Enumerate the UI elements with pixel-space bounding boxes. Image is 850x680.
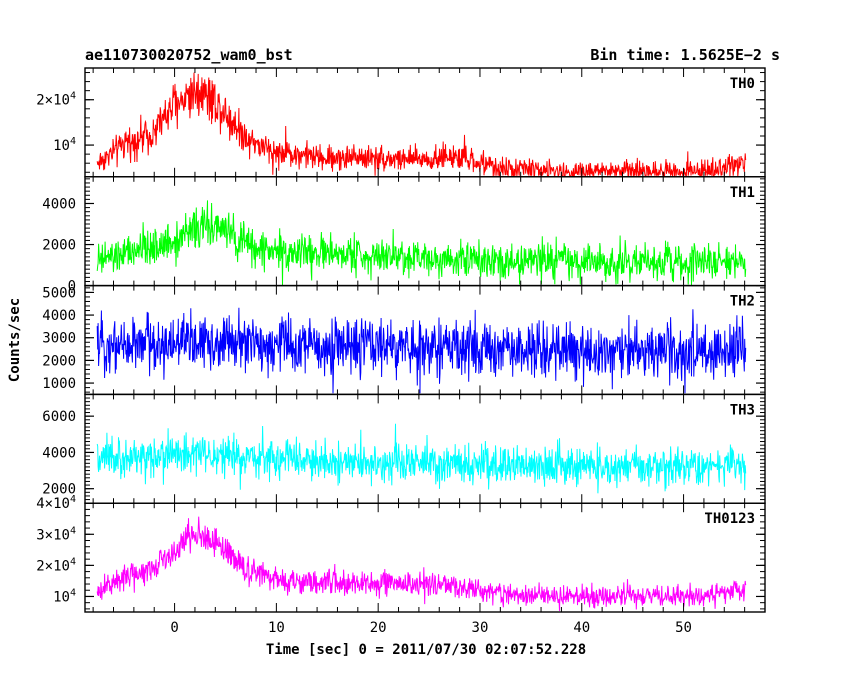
y-tick-label: 4000: [42, 196, 76, 212]
y-tick-label: 4×104: [36, 494, 76, 512]
y-tick-label: 3000: [42, 331, 76, 347]
y-tick-label: 4000: [42, 445, 76, 461]
y-tick-label: 5000: [42, 285, 76, 301]
panels-group: 104 2×104 TH0 0 2000 4000 TH1 1000 2000 3000 4000 5…: [36, 67, 766, 636]
panel-th0: 104 2×104 TH0: [36, 67, 766, 178]
series-th3: [96, 423, 747, 494]
series-th0123: [96, 516, 747, 611]
panel-th2: 1000 2000 3000 4000 5000 TH2: [42, 284, 766, 396]
y-tick-label: 2000: [42, 353, 76, 369]
y-tick-label: 2×104: [36, 556, 76, 574]
panel-th3: 2000 4000 6000 TH3: [42, 393, 766, 504]
y-tick-label: 3×104: [36, 525, 76, 543]
x-tick-label: 50: [675, 620, 692, 636]
panel-name-label: TH3: [730, 402, 755, 418]
y-tick-label: 4000: [42, 308, 76, 324]
y-tick-label: 2000: [42, 238, 76, 254]
y-tick-label: 104: [53, 587, 76, 605]
x-tick-label: 10: [268, 620, 285, 636]
panel-th1: 0 2000 4000 TH1: [42, 176, 766, 295]
y-tick-label: 0: [68, 279, 76, 295]
x-axis-label: Time [sec] 0 = 2011/07/30 02:07:52.228: [266, 642, 586, 658]
y-axis-label: Counts/sec: [7, 298, 23, 382]
y-tick-label: 2×104: [36, 91, 76, 109]
y-tick-label: 104: [53, 136, 76, 154]
series-th0: [96, 72, 747, 177]
panel-name-label: TH0123: [704, 511, 755, 527]
y-tick-label: 1000: [42, 376, 76, 392]
file-name-title: ae110730020752_wam0_bst: [85, 46, 293, 64]
panel-name-label: TH2: [730, 294, 755, 310]
bin-time-title: Bin time: 1.5625E−2 s: [590, 46, 780, 64]
y-tick-label: 2000: [42, 482, 76, 498]
x-tick-label: 30: [472, 620, 489, 636]
series-th2: [96, 307, 747, 394]
panel-name-label: TH0: [730, 76, 755, 92]
panel-name-label: TH1: [730, 185, 755, 201]
series-th1: [96, 200, 747, 286]
x-tick-labels: 0 10 20 30 40 50: [170, 620, 692, 636]
x-tick-label: 0: [170, 620, 178, 636]
panel-th0123: 104 2×104 3×104 4×104 TH0123: [36, 494, 766, 613]
x-tick-label: 20: [370, 620, 387, 636]
y-tick-label: 6000: [42, 409, 76, 425]
x-tick-label: 40: [573, 620, 590, 636]
panel-frame: [84, 502, 766, 613]
